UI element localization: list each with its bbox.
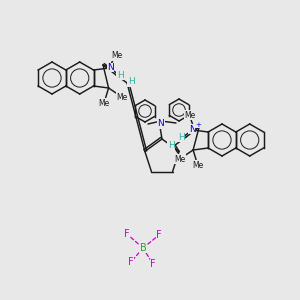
Text: F: F — [128, 257, 134, 267]
Text: Me: Me — [175, 154, 186, 164]
Text: F: F — [150, 259, 156, 269]
Text: N: N — [107, 63, 114, 72]
Text: H: H — [178, 133, 184, 142]
Text: Me: Me — [116, 92, 127, 101]
Text: Me: Me — [98, 98, 109, 107]
Text: N: N — [189, 124, 196, 134]
Text: Me: Me — [193, 160, 204, 169]
Text: Me: Me — [184, 110, 196, 119]
Text: N: N — [158, 119, 164, 128]
Text: B: B — [140, 243, 146, 253]
Text: F: F — [156, 230, 162, 240]
Text: H: H — [128, 77, 134, 86]
Text: +: + — [195, 122, 201, 128]
Text: F: F — [124, 229, 130, 239]
Text: Me: Me — [111, 52, 122, 61]
Text: H: H — [168, 140, 175, 149]
Text: H: H — [117, 70, 123, 80]
